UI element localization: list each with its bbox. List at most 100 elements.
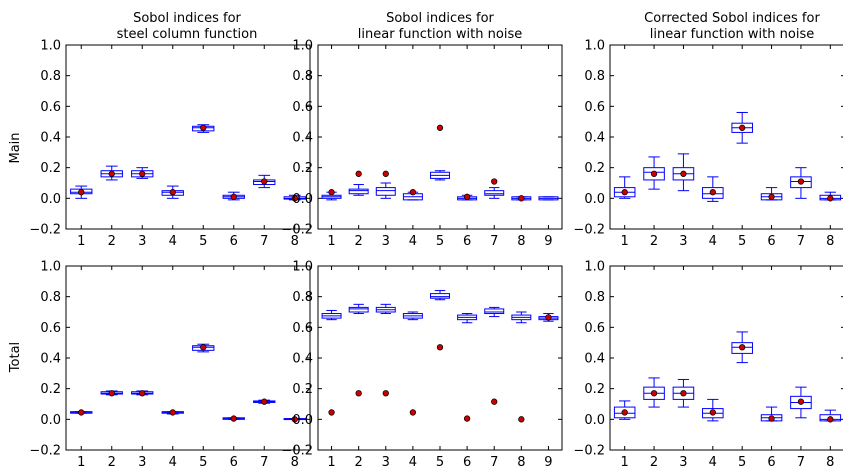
x-tick-label: 4 [709, 455, 717, 468]
title-col2-line1: Sobol indices for [386, 11, 494, 26]
y-tick-label: 0.6 [584, 321, 605, 336]
box-2 [348, 303, 369, 315]
x-tick-label: 6 [230, 234, 238, 249]
y-tick-label: 0.2 [40, 161, 61, 176]
box-9 [538, 196, 559, 201]
y-tick-label: 1.0 [40, 39, 61, 54]
reference-point [382, 170, 389, 177]
x-tick-label: 6 [463, 455, 471, 468]
reference-point [291, 195, 298, 202]
x-tick-label: 7 [490, 455, 498, 468]
x-tick-label: 7 [797, 234, 805, 249]
plot-frame [609, 44, 843, 230]
y-tick-label: −0.2 [29, 444, 61, 459]
y-tick-label: 1.0 [292, 39, 313, 54]
x-tick-label: 5 [436, 455, 444, 468]
reference-point [739, 124, 746, 131]
x-tick-label: 6 [230, 455, 238, 468]
reference-point [169, 409, 176, 416]
x-tick-label: 4 [169, 234, 177, 249]
iqr-box [613, 406, 636, 419]
plot-frame [65, 44, 311, 230]
reference-point [328, 409, 335, 416]
x-tick-label: 3 [679, 455, 687, 468]
iqr-box [731, 342, 753, 354]
y-tick-label: 0.2 [292, 382, 313, 397]
box-1 [321, 309, 342, 321]
reference-point [355, 170, 362, 177]
x-tick-label: 7 [490, 234, 498, 249]
reference-point [355, 390, 362, 397]
y-tick-label: 0.0 [584, 413, 605, 428]
x-tick-label: 2 [355, 234, 363, 249]
panel-4: −0.2 0.0 0.2 0.4 0.6 0.8 1.0 1 2 3 4 5 6 7 8 [29, 260, 311, 468]
reference-point [382, 390, 389, 397]
y-tick-label: −0.2 [573, 444, 605, 459]
x-tick-label: 5 [436, 234, 444, 249]
x-tick-label: 4 [709, 234, 717, 249]
y-tick-label: 0.8 [292, 290, 313, 305]
reference-point [409, 189, 417, 196]
x-tick-label: 7 [260, 234, 268, 249]
reference-point [797, 178, 805, 185]
x-tick-label: 3 [138, 234, 146, 249]
reference-point [200, 344, 207, 351]
x-tick-label: 1 [621, 455, 629, 468]
x-tick-label: 3 [382, 234, 390, 249]
panel-1: −0.2 0.0 0.2 0.4 0.6 0.8 1.0 1 2 3 4 5 6 7 8 [29, 39, 311, 249]
box-2 [643, 156, 665, 190]
panel-2: −0.2 0.0 0.2 0.4 0.6 0.8 1.0 1 2 3 4 5 6 7 8 9 [281, 39, 563, 249]
y-tick-label: 0.6 [292, 100, 313, 115]
panel-3: −0.2 0.0 0.2 0.4 0.6 0.8 1.0 1 2 3 4 5 6 7 8 [573, 39, 843, 249]
reference-point [709, 409, 716, 416]
y-tick-label: 0.0 [584, 192, 605, 207]
x-tick-label: 7 [797, 455, 805, 468]
iqr-box [484, 190, 505, 196]
y-tick-label: 1.0 [292, 260, 313, 275]
iqr-box [643, 167, 665, 181]
y-tick-label: 0.2 [40, 382, 61, 397]
reference-point [328, 189, 335, 196]
reference-point [739, 344, 746, 351]
reference-point [230, 415, 237, 422]
x-tick-label: 5 [199, 455, 207, 468]
y-tick-label: 0.6 [292, 321, 313, 336]
x-tick-label: 5 [738, 234, 746, 249]
x-tick-label: 2 [650, 455, 658, 468]
x-tick-label: 8 [826, 455, 834, 468]
y-tick-label: 0.8 [40, 69, 61, 84]
box-8 [511, 311, 532, 324]
reference-point [108, 170, 115, 177]
x-tick-label: 7 [260, 455, 268, 468]
title-col1-line1: Sobol indices for [133, 11, 241, 26]
reference-point [518, 416, 525, 423]
title-col3-line1: Corrected Sobol indices for [644, 11, 820, 26]
y-tick-label: 0.0 [40, 192, 61, 207]
x-tick-label: 1 [77, 455, 85, 468]
x-tick-label: 2 [108, 234, 116, 249]
x-tick-label: 3 [679, 234, 687, 249]
reference-point [230, 193, 237, 200]
plot-frame [317, 44, 563, 230]
box-7 [790, 386, 812, 419]
box-6 [457, 313, 478, 324]
y-tick-label: 0.0 [292, 413, 313, 428]
reference-point [261, 178, 268, 185]
x-tick-label: 8 [291, 455, 299, 468]
iqr-box [702, 187, 724, 199]
y-tick-label: −0.2 [573, 223, 605, 238]
y-tick-label: 0.4 [40, 131, 61, 146]
box-7 [484, 187, 505, 199]
reference-point [709, 189, 716, 196]
x-tick-label: 5 [199, 234, 207, 249]
y-tick-label: 0.0 [40, 413, 61, 428]
box-7 [484, 306, 505, 318]
row-label-main: Main [8, 132, 23, 163]
reference-point [768, 193, 775, 200]
x-tick-label: 1 [327, 455, 335, 468]
reference-point [261, 398, 268, 405]
reference-point [78, 409, 85, 416]
y-tick-label: 0.8 [292, 69, 313, 84]
y-tick-label: 0.2 [584, 382, 605, 397]
iqr-box [484, 308, 505, 315]
